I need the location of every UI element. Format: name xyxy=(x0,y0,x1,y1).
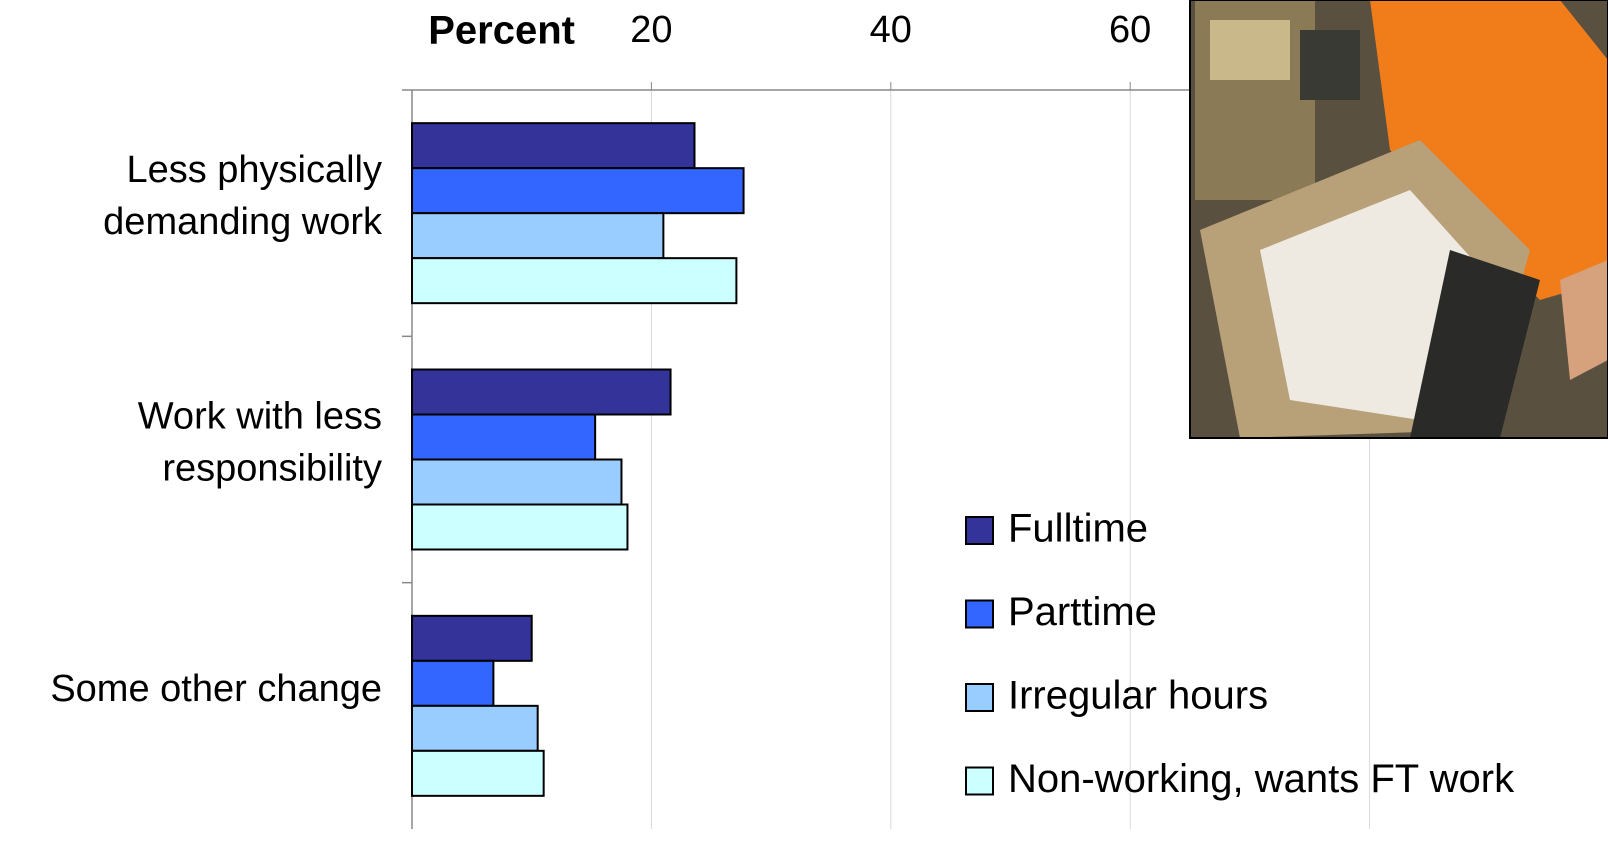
x-tick-label: 60 xyxy=(1109,9,1151,51)
bar xyxy=(411,659,495,707)
legend-label: Parttime xyxy=(1008,590,1157,634)
legend-label: Fulltime xyxy=(1008,507,1148,551)
bar xyxy=(411,704,539,752)
bar xyxy=(411,212,665,260)
bar xyxy=(411,458,623,506)
bar xyxy=(411,614,533,662)
legend-swatch xyxy=(965,516,994,545)
photo xyxy=(1189,0,1608,439)
bar xyxy=(411,167,745,215)
x-tick-label: 20 xyxy=(630,9,672,51)
legend-label: Irregular hours xyxy=(1008,674,1268,718)
category-label: Less physically demanding work xyxy=(103,149,383,243)
bar xyxy=(411,122,696,170)
bar xyxy=(411,503,629,551)
bar xyxy=(411,368,672,416)
bar xyxy=(411,749,545,797)
legend-swatch xyxy=(965,766,994,796)
x-axis-label: Percent xyxy=(428,9,575,53)
plot-area: 20406080PercentLess physicallydemanding … xyxy=(50,9,1608,829)
legend-swatch xyxy=(965,683,994,712)
category-label: Work with less responsibility xyxy=(138,396,382,490)
x-tick-label: 40 xyxy=(870,9,912,51)
legend-swatch xyxy=(965,599,994,629)
category-label: Some other change xyxy=(50,668,382,710)
legend: Fulltime Parttime Irregular hours Non-worki… xyxy=(965,507,1515,801)
bar xyxy=(411,413,597,461)
bar xyxy=(411,257,738,305)
legend-label: Non-working, wants FT work xyxy=(1008,757,1515,801)
